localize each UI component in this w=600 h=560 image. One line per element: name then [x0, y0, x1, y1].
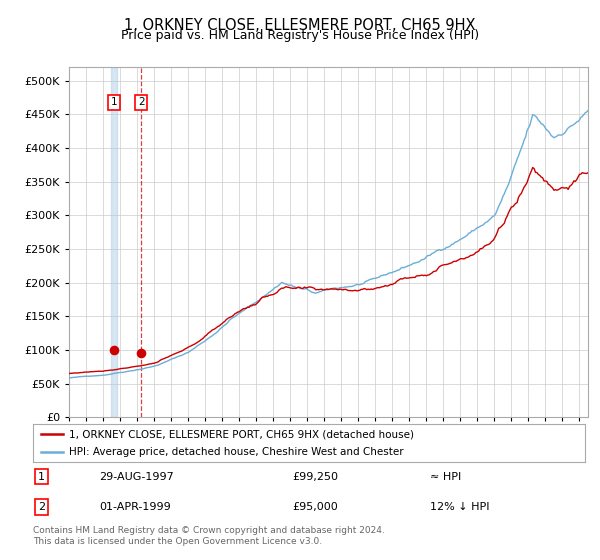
Text: Price paid vs. HM Land Registry's House Price Index (HPI): Price paid vs. HM Land Registry's House … [121, 29, 479, 42]
Text: 1, ORKNEY CLOSE, ELLESMERE PORT, CH65 9HX: 1, ORKNEY CLOSE, ELLESMERE PORT, CH65 9H… [124, 18, 476, 33]
Text: ≈ HPI: ≈ HPI [430, 472, 461, 482]
Point [109, 346, 119, 355]
Text: 01-APR-1999: 01-APR-1999 [99, 502, 171, 512]
Text: £99,250: £99,250 [292, 472, 338, 482]
Text: 1, ORKNEY CLOSE, ELLESMERE PORT, CH65 9HX (detached house): 1, ORKNEY CLOSE, ELLESMERE PORT, CH65 9H… [69, 429, 414, 439]
Text: HPI: Average price, detached house, Cheshire West and Chester: HPI: Average price, detached house, Ches… [69, 447, 404, 457]
Text: 1: 1 [111, 97, 118, 107]
Point [137, 349, 146, 358]
Text: 29-AUG-1997: 29-AUG-1997 [99, 472, 174, 482]
Bar [111, 67, 118, 417]
Text: Contains HM Land Registry data © Crown copyright and database right 2024.
This d: Contains HM Land Registry data © Crown c… [33, 526, 385, 546]
Text: 2: 2 [38, 502, 45, 512]
Text: 12% ↓ HPI: 12% ↓ HPI [430, 502, 490, 512]
Text: 2: 2 [138, 97, 145, 107]
Text: £95,000: £95,000 [292, 502, 338, 512]
Text: 1: 1 [38, 472, 45, 482]
